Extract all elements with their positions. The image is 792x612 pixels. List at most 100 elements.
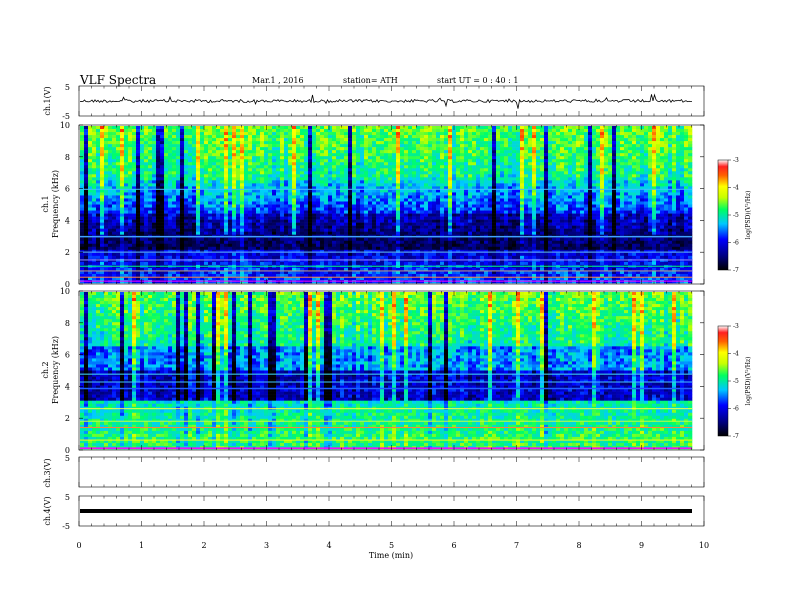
spectrogram-cell bbox=[432, 171, 437, 175]
spectrogram-cell bbox=[196, 147, 201, 151]
spectrogram-cell bbox=[600, 150, 605, 154]
spectrogram-cell bbox=[588, 174, 593, 178]
spectrogram-cell bbox=[192, 186, 197, 190]
spectrogram-cell bbox=[620, 201, 625, 205]
spectrogram-cell bbox=[304, 156, 309, 160]
spectrogram-cell bbox=[404, 153, 409, 157]
spectrogram-cell bbox=[620, 147, 625, 151]
spectrogram-cell bbox=[256, 171, 261, 175]
spectrogram-cell bbox=[416, 192, 421, 196]
spectrogram-cell bbox=[204, 192, 209, 196]
spectrogram-cell bbox=[456, 171, 461, 175]
spectrogram-cell bbox=[340, 141, 345, 145]
spectrogram-cell bbox=[384, 144, 389, 148]
spectrogram-cell bbox=[320, 207, 325, 211]
spectrogram-cell bbox=[428, 222, 433, 226]
spectrogram-cell bbox=[88, 150, 93, 154]
spectrogram-cell bbox=[236, 126, 241, 130]
spectrogram-cell bbox=[524, 180, 529, 184]
spectrogram-cell bbox=[284, 213, 289, 217]
spectrogram-cell bbox=[232, 156, 237, 160]
spectrogram-cell bbox=[624, 129, 629, 133]
spectrogram-cell bbox=[664, 180, 669, 184]
spectrogram-cell bbox=[332, 129, 337, 133]
spectrogram-cell bbox=[284, 198, 289, 202]
spectrogram-cell bbox=[384, 207, 389, 211]
spectrogram-cell bbox=[272, 201, 277, 205]
spectrogram-cell bbox=[472, 156, 477, 160]
spectrogram-cell bbox=[392, 222, 397, 226]
spectrogram-cell bbox=[640, 171, 645, 175]
spectrogram-cell bbox=[284, 219, 289, 223]
spectrogram-cell bbox=[396, 153, 401, 157]
spectrogram-cell bbox=[188, 204, 193, 208]
spectrogram-cell bbox=[104, 138, 109, 142]
spectrogram-cell bbox=[224, 198, 229, 202]
spectrogram-cell bbox=[432, 222, 437, 226]
spectrogram-cell bbox=[332, 135, 337, 139]
spectrogram-cell bbox=[560, 183, 565, 187]
spectrogram-cell bbox=[296, 132, 301, 136]
spectrogram-cell bbox=[516, 213, 521, 217]
spectrogram-cell bbox=[88, 189, 93, 193]
spectrogram-cell bbox=[688, 204, 693, 208]
spectrogram-cell bbox=[128, 168, 133, 172]
spectrogram-cell bbox=[272, 186, 277, 190]
spectrogram-cell bbox=[256, 141, 261, 145]
spectrogram-cell bbox=[380, 195, 385, 199]
spectrogram-cell bbox=[220, 216, 225, 220]
spectrogram-cell bbox=[240, 126, 245, 130]
spectrogram-cell bbox=[608, 132, 613, 136]
spectrogram-cell bbox=[484, 135, 489, 139]
spectrogram-cell bbox=[204, 165, 209, 169]
spectrogram-cell bbox=[244, 174, 249, 178]
spectrogram-cell bbox=[192, 213, 197, 217]
spectrogram-cell bbox=[292, 165, 297, 169]
spectrogram-cell bbox=[444, 201, 449, 205]
spectrogram-cell bbox=[652, 165, 657, 169]
spectrogram-cell bbox=[296, 219, 301, 223]
spectrogram-cell bbox=[584, 138, 589, 142]
spectrogram-cell bbox=[236, 195, 241, 199]
spectrogram-cell bbox=[488, 174, 493, 178]
spectrogram-cell bbox=[252, 150, 257, 154]
spectrogram-cell bbox=[200, 222, 205, 226]
spectrogram-cell bbox=[148, 156, 153, 160]
spectrogram-cell bbox=[180, 204, 185, 208]
spectrogram-cell bbox=[212, 192, 217, 196]
spectrogram-cell bbox=[296, 144, 301, 148]
spectrogram-cell bbox=[428, 156, 433, 160]
spectrogram-cell bbox=[588, 168, 593, 172]
spectrogram-cell bbox=[440, 153, 445, 157]
spectrogram-cell bbox=[688, 165, 693, 169]
spectrogram-cell bbox=[124, 150, 129, 154]
spectrogram-cell bbox=[112, 186, 117, 190]
spectrogram-cell bbox=[496, 168, 501, 172]
spectrogram-cell bbox=[196, 222, 201, 226]
spectrogram-cell bbox=[440, 177, 445, 181]
spectrogram-cell bbox=[376, 129, 381, 133]
spectrogram-cell bbox=[436, 159, 441, 163]
spectrogram-cell bbox=[244, 189, 249, 193]
spectrogram-cell bbox=[256, 150, 261, 154]
spectrogram-cell bbox=[396, 216, 401, 220]
spectrogram-cell bbox=[520, 219, 525, 223]
spectrogram-cell bbox=[208, 198, 213, 202]
spectrogram-cell bbox=[652, 171, 657, 175]
spectrogram-cell bbox=[368, 144, 373, 148]
spectrogram-cell bbox=[536, 177, 541, 181]
spectrogram-cell bbox=[488, 135, 493, 139]
spectrogram-cell bbox=[596, 168, 601, 172]
spectrogram-cell bbox=[180, 183, 185, 187]
spectrogram-cell bbox=[432, 192, 437, 196]
spectrogram-cell bbox=[132, 138, 137, 142]
spectrogram-cell bbox=[504, 210, 509, 214]
spectrogram-cell bbox=[284, 171, 289, 175]
spectrogram-cell bbox=[200, 165, 205, 169]
spectrogram-cell bbox=[400, 168, 405, 172]
spectrogram-cell bbox=[556, 129, 561, 133]
spectrogram-cell bbox=[532, 198, 537, 202]
spectrogram-cell bbox=[604, 168, 609, 172]
spectrogram-cell bbox=[344, 147, 349, 151]
spectrogram-cell bbox=[444, 186, 449, 190]
